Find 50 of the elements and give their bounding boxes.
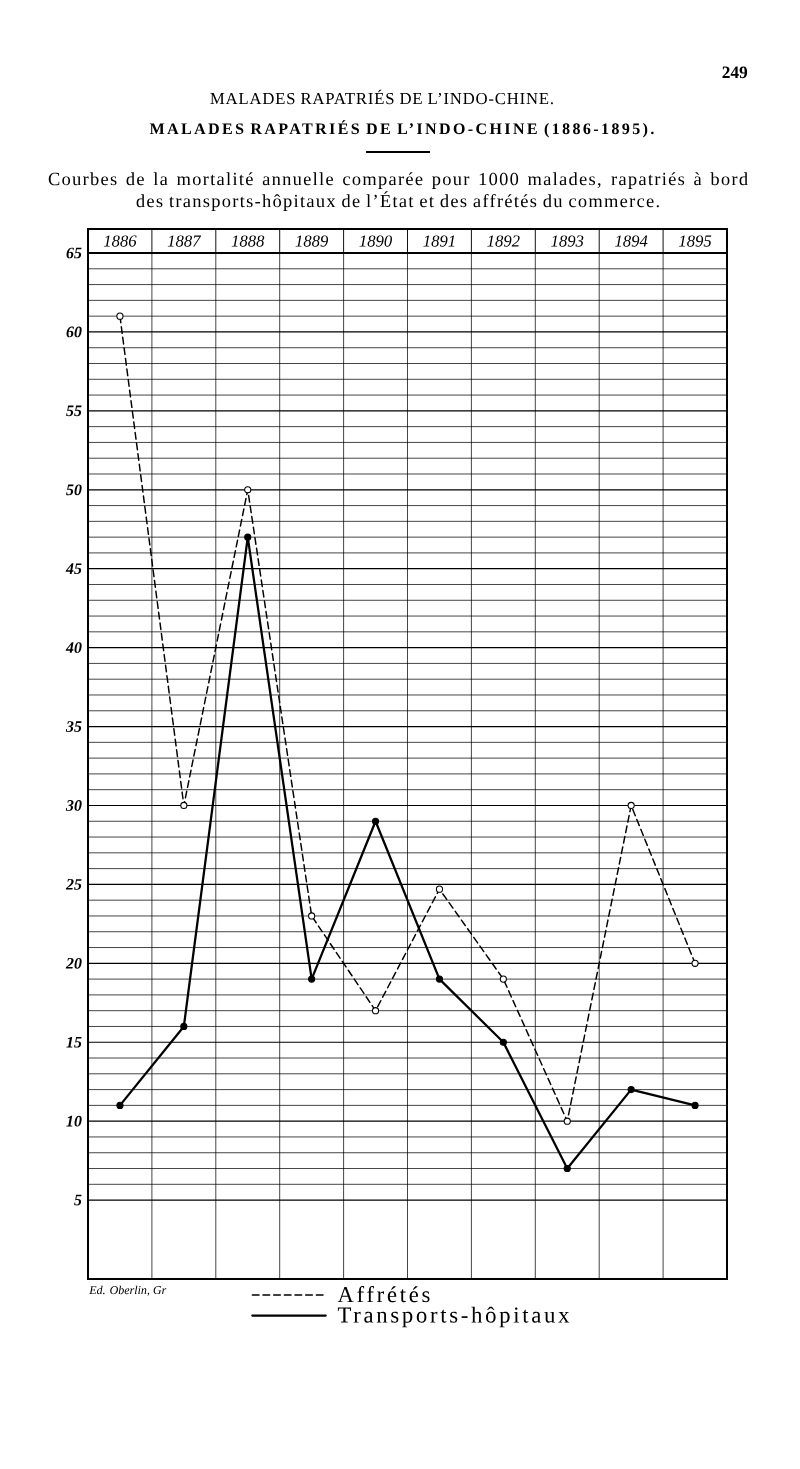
point — [116, 312, 124, 320]
text: Ed. Oberlin, Gr — [89, 1285, 167, 1296]
x-tick-label: 1889 — [295, 235, 329, 247]
point — [435, 885, 444, 893]
chart-subtitle: Courbes de la mortalité annuelle comparée pour 1000 malades, rapatriés à bord des transports-hôpitaux de l’État et des affrétés du commerce. — [48, 172, 748, 211]
chart-title: MALADES RAPATRIÉS DE L’INDO-CHINE (1886-1895). — [149, 120, 654, 138]
point — [116, 1101, 124, 1109]
x-tick-label: 1895 — [678, 235, 712, 247]
y-tick-label: 30 — [65, 800, 82, 811]
point — [627, 1085, 635, 1094]
point — [563, 1117, 571, 1125]
point — [180, 1022, 188, 1031]
y-tick-label: 50 — [66, 484, 82, 496]
legend-label: Affrétés — [337, 1286, 430, 1303]
x-tick-label: 1894 — [615, 235, 648, 247]
legend-label: Transports-hôpitaux — [337, 1306, 570, 1328]
point — [244, 533, 252, 541]
point — [308, 975, 316, 983]
point — [371, 817, 380, 825]
x-tick-label: 1891 — [423, 235, 455, 247]
y-tick-label: 10 — [66, 1115, 82, 1127]
y-tick-label: 15 — [66, 1036, 82, 1048]
point — [627, 801, 635, 810]
y-tick-label: 65 — [66, 247, 82, 259]
y-tick-label: 45 — [65, 563, 82, 575]
point — [435, 975, 444, 983]
y-tick-label: 55 — [66, 405, 82, 417]
x-tick-label: 1893 — [551, 235, 584, 247]
y-tick-label: 60 — [66, 326, 82, 338]
point — [563, 1164, 571, 1173]
x-tick-label: 1887 — [167, 235, 202, 247]
point — [371, 1007, 380, 1015]
point — [308, 912, 316, 920]
point — [244, 486, 252, 494]
x-tick-label: 1888 — [231, 235, 265, 247]
point — [499, 1038, 507, 1046]
point — [499, 975, 507, 983]
x-tick-label: 1890 — [359, 235, 392, 247]
x-tick-label: 1886 — [103, 235, 137, 247]
text: MALADES RAPATRIÉS DE L’INDO-CHINE. — [210, 89, 553, 105]
y-tick-label: 25 — [65, 879, 82, 890]
point — [691, 1101, 699, 1109]
y-tick-label: 20 — [65, 957, 82, 969]
x-tick-label: 1892 — [487, 235, 520, 247]
text: 249 — [722, 66, 748, 79]
y-tick-label: 35 — [65, 721, 82, 732]
y-tick-label: 5 — [74, 1194, 82, 1206]
point — [691, 959, 699, 967]
y-tick-label: 40 — [65, 642, 82, 654]
point — [180, 801, 188, 810]
